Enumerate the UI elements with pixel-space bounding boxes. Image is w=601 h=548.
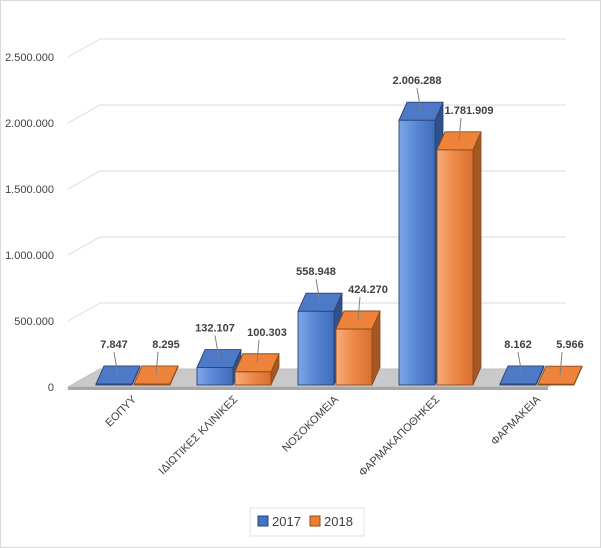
bar-2018-2: [335, 310, 381, 386]
category-label: ΙΔΙΩΤΙΚΕΣ ΚΛΙΝΙΚΕΣ: [157, 393, 241, 477]
category-label: ΦΑΡΜΑΚΑΠΟΘΗΚΕΣ: [357, 393, 443, 479]
y-tick-label: 1.500.000: [5, 184, 54, 196]
bar-2017-1: [196, 349, 242, 386]
legend-label-2018: 2018: [324, 514, 353, 529]
legend-swatch-2017: [257, 515, 269, 527]
bar-front: [398, 119, 436, 386]
gridlines: [67, 38, 566, 322]
bar-2018-4: [537, 365, 583, 386]
legend-swatch-2018: [309, 515, 321, 527]
bar-2018-3: [436, 131, 482, 386]
data-label-leader: [559, 352, 563, 376]
data-label-leader: [458, 117, 462, 141]
data-label: 558.948: [296, 266, 336, 278]
data-labels: 7.847 8.295 132.107 100.303 558.948 424.270 2.…: [100, 75, 584, 376]
bar-2017-0: [95, 365, 141, 386]
data-label: 424.270: [348, 284, 388, 296]
category-label: ΕΟΠΥΥ: [103, 393, 139, 429]
data-label-leader: [517, 351, 523, 376]
bars: [95, 101, 583, 386]
gridline: [67, 170, 566, 190]
bar-front: [196, 367, 234, 386]
legend-label-2017: 2017: [272, 514, 301, 529]
bar-2018-0: [133, 365, 179, 386]
bar-front: [436, 149, 474, 386]
category-label: ΝΟΣΟΚΟΜΕΙΑ: [280, 393, 341, 454]
legend-box: [249, 507, 365, 537]
floor-front-edge: [68, 387, 548, 390]
y-tick-label: 1.000.000: [5, 250, 54, 262]
data-label: 1.781.909: [445, 105, 494, 117]
gridline: [67, 38, 566, 58]
legend: 2017 2018: [249, 507, 365, 537]
gridline: [67, 236, 566, 256]
y-tick-label: 500.000: [14, 316, 54, 328]
bar-2017-2: [297, 292, 343, 386]
data-label-leader: [315, 279, 321, 303]
data-label: 5.966: [556, 339, 584, 351]
data-label-leader: [256, 339, 260, 363]
bar-front: [335, 328, 373, 386]
data-label-leader: [113, 351, 119, 376]
bar-side: [472, 131, 482, 386]
data-label-leader: [155, 351, 159, 375]
data-label: 2.006.288: [393, 75, 442, 87]
y-axis: 0 500.000 1.000.000 1.500.000 2.000.000 2.500…: [5, 52, 54, 394]
y-tick-label: 2.500.000: [5, 52, 54, 64]
x-axis: ΕΟΠΥΥ ΙΔΙΩΤΙΚΕΣ ΚΛΙΝΙΚΕΣ ΝΟΣΟΚΟΜΕΙΑ ΦΑΡΜΑΚΑ…: [103, 393, 543, 479]
data-label: 132.107: [195, 323, 235, 335]
data-label: 8.162: [504, 339, 532, 351]
bar-front: [234, 371, 272, 386]
bar-2017-3: [398, 101, 444, 386]
category-label: ΦΑΡΜΑΚΕΙΑ: [489, 393, 544, 448]
data-label: 100.303: [247, 327, 287, 339]
y-tick-label: 0: [48, 382, 54, 394]
data-label: 7.847: [100, 339, 128, 351]
data-label-leader: [214, 335, 220, 359]
data-label: 8.295: [152, 339, 180, 351]
bar-front: [297, 310, 335, 386]
bar-2017-4: [499, 365, 545, 386]
y-tick-label: 2.000.000: [5, 118, 54, 130]
data-label-leader: [357, 296, 361, 321]
data-label-leader: [416, 88, 422, 112]
